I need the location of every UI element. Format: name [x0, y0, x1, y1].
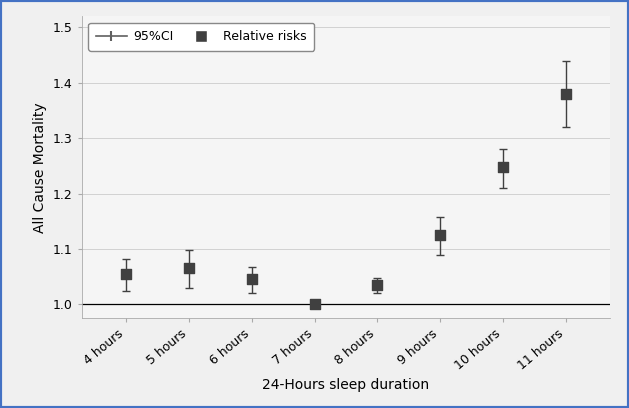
X-axis label: 24-Hours sleep duration: 24-Hours sleep duration	[262, 378, 430, 392]
Point	[309, 301, 320, 308]
Point	[435, 232, 445, 238]
Point	[498, 164, 508, 170]
Point	[184, 265, 194, 272]
Point	[247, 276, 257, 283]
Legend: 95%CI, Relative risks: 95%CI, Relative risks	[88, 22, 314, 51]
Y-axis label: All Cause Mortality: All Cause Mortality	[33, 102, 47, 233]
Point	[121, 271, 131, 277]
Point	[561, 91, 571, 97]
Point	[372, 282, 382, 288]
